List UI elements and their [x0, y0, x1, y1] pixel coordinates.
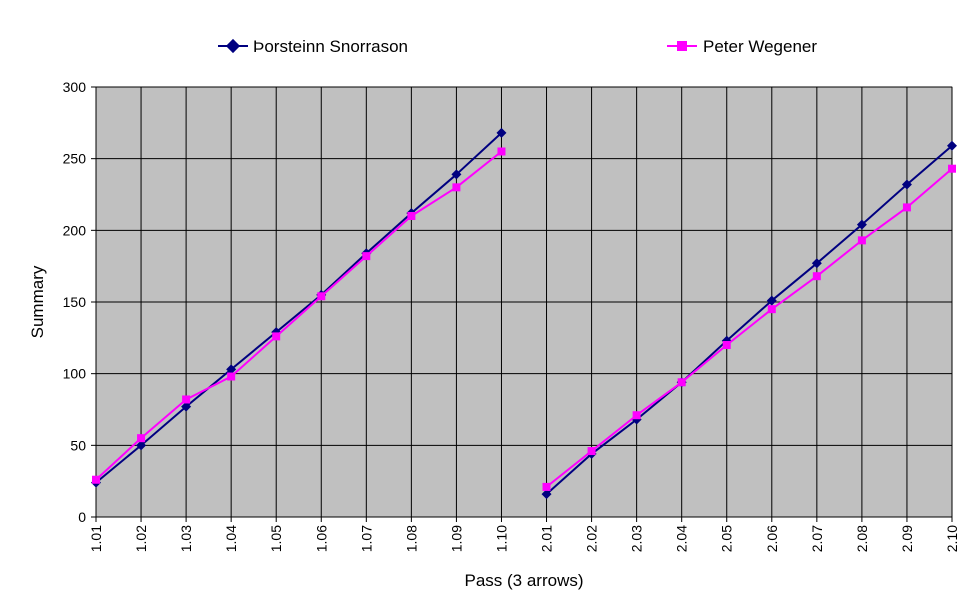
legend-item-series-2: Peter Wegener — [667, 37, 817, 56]
series-line-segment — [95, 150, 503, 481]
data-point — [811, 258, 822, 269]
x-tick-label: 1.10 — [493, 525, 509, 552]
data-point — [226, 364, 237, 375]
x-tick-label: 2.06 — [764, 525, 780, 552]
data-point — [901, 179, 912, 190]
x-tick-label: 1.02 — [133, 525, 149, 552]
data-point — [496, 127, 507, 138]
data-point — [677, 378, 686, 387]
x-tick-labels: 1.01 1.02 1.03 1.04 1.05 1.06 1.07 1.08 1.09 1.10… — [88, 525, 960, 552]
x-tick-label: 2.07 — [809, 525, 825, 552]
series-line-segment — [95, 132, 503, 484]
data-point — [272, 332, 281, 341]
y-axis-title: Summary — [28, 265, 47, 338]
data-point — [497, 147, 506, 156]
data-point — [182, 395, 191, 404]
data-point — [92, 475, 100, 484]
x-tick-label: 2.09 — [899, 525, 915, 552]
data-point — [857, 236, 866, 245]
legend-marker-series-2 — [677, 41, 687, 51]
data-point — [902, 203, 911, 212]
x-tick-label: 1.06 — [313, 525, 329, 552]
x-tick-label: 2.08 — [854, 525, 870, 552]
data-point — [317, 292, 326, 301]
legend-label-series-1: Þorsteinn Snorrason — [253, 37, 408, 56]
data-point — [856, 219, 867, 230]
series-2 — [92, 147, 956, 491]
axes — [91, 86, 953, 522]
y-tick-labels: 0 50 100 150 200 250 300 — [63, 79, 87, 525]
series-line-segment — [545, 167, 953, 488]
data-point — [632, 411, 641, 420]
legend-marker-series-1 — [225, 38, 241, 54]
data-point — [812, 272, 821, 281]
legend-item-series-1: Þorsteinn Snorrason — [218, 37, 408, 56]
data-point — [137, 434, 146, 443]
x-tick-label: 2.05 — [719, 525, 735, 552]
data-point — [722, 341, 731, 349]
y-tick-label: 200 — [63, 222, 87, 238]
x-axis-title: Pass (3 arrows) — [464, 571, 583, 590]
data-point — [452, 183, 461, 192]
y-tick-label: 150 — [63, 294, 87, 310]
data-point — [136, 440, 147, 451]
x-tick-label: 2.03 — [629, 525, 645, 552]
data-point — [407, 212, 416, 220]
legend-label-series-2: Peter Wegener — [703, 37, 817, 56]
data-point — [451, 169, 462, 180]
data-point — [541, 489, 552, 500]
data-point — [587, 447, 596, 456]
x-tick-label: 1.09 — [448, 525, 464, 552]
x-tick-label: 1.05 — [268, 525, 284, 552]
x-tick-label: 1.04 — [223, 525, 239, 552]
x-tick-label: 2.01 — [539, 525, 555, 552]
x-tick-label: 1.08 — [403, 525, 419, 552]
x-tick-label: 2.02 — [584, 525, 600, 552]
data-point — [542, 482, 551, 491]
x-tick-label: 2.10 — [944, 525, 960, 552]
data-point — [767, 305, 776, 314]
series-layer — [91, 127, 957, 500]
y-tick-label: 250 — [63, 151, 87, 167]
y-tick-label: 100 — [63, 366, 87, 382]
data-point — [947, 140, 957, 151]
data-point — [362, 252, 371, 261]
series-line-segment — [545, 145, 953, 495]
x-tick-label: 1.01 — [88, 525, 104, 552]
x-tick-label: 1.03 — [178, 525, 194, 552]
y-tick-label: 0 — [78, 509, 86, 525]
data-point — [766, 295, 777, 306]
data-point — [227, 372, 236, 381]
y-tick-label: 300 — [63, 79, 87, 95]
data-point — [181, 401, 192, 412]
x-tick-label: 2.04 — [674, 525, 690, 552]
data-point — [948, 164, 956, 173]
legend: Þorsteinn Snorrason Peter Wegener — [218, 37, 817, 56]
y-tick-label: 50 — [70, 437, 86, 453]
x-tick-label: 1.07 — [358, 525, 374, 552]
